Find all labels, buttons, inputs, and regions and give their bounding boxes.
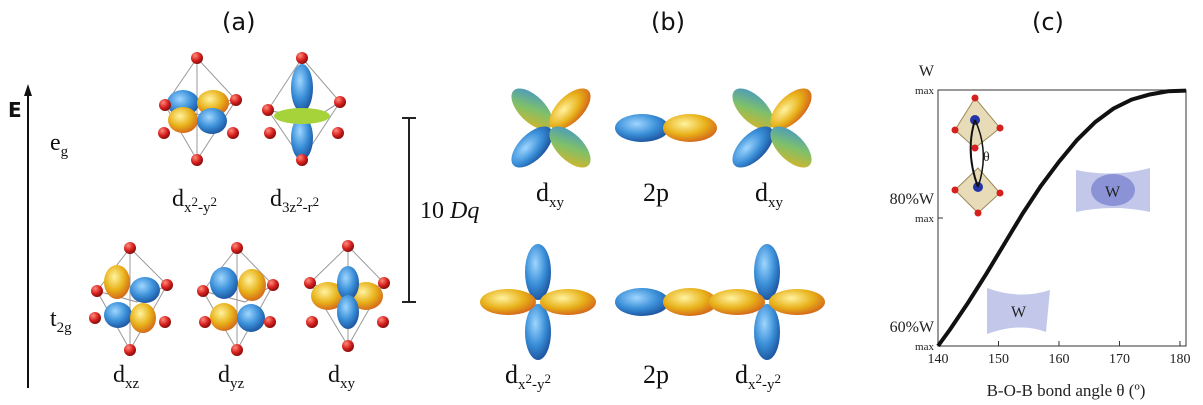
label-b-2p-bottom: 2p bbox=[643, 360, 669, 389]
x-tick-label: 170 bbox=[1109, 352, 1130, 367]
label-dxy: dxy bbox=[328, 362, 355, 392]
y-tick-label: 60%W bbox=[890, 319, 935, 336]
panel-a-letter: (a) bbox=[222, 8, 256, 36]
label-b-dxy-left: dxy bbox=[536, 178, 564, 212]
y-tick-sublabel: max bbox=[915, 341, 934, 353]
w-badge-upper-label: W bbox=[1105, 184, 1121, 201]
panel-b-letter: (b) bbox=[651, 8, 685, 36]
y-tick-label: W bbox=[919, 63, 935, 80]
label-b-2p-top: 2p bbox=[643, 178, 669, 207]
w-badge-lower bbox=[987, 288, 1050, 334]
energy-axis bbox=[24, 84, 32, 388]
label-dyz: dyz bbox=[218, 362, 245, 392]
orbital-dxy-right bbox=[732, 88, 812, 168]
x-tick-label: 140 bbox=[928, 352, 949, 367]
x-tick-label: 150 bbox=[988, 352, 1009, 367]
y-tick-sublabel: max bbox=[915, 85, 934, 97]
bandwidth-curve bbox=[936, 88, 1187, 348]
eg-label: eg bbox=[50, 130, 69, 160]
inset-octahedra bbox=[951, 94, 1004, 217]
y-tick-sublabel: max bbox=[915, 213, 934, 225]
inset-angle-label: θ bbox=[983, 150, 990, 165]
octahedron-dyz bbox=[197, 242, 279, 356]
x-tick-label: 180 bbox=[1169, 352, 1190, 367]
gap-label: 10 Dq bbox=[420, 198, 480, 224]
t2g-label: t2g bbox=[50, 306, 72, 336]
x-tick-label: 160 bbox=[1048, 352, 1069, 367]
energy-axis-label: E bbox=[8, 98, 22, 122]
orbital-dx2y2-right bbox=[709, 244, 825, 360]
label-b-dx2y2-right: dx2-y2 bbox=[735, 360, 781, 394]
octahedron-dx2y2 bbox=[158, 52, 242, 166]
octahedron-d3z2r2 bbox=[262, 52, 346, 166]
octahedron-dxy bbox=[304, 240, 390, 352]
y-tick-label: 80%W bbox=[890, 191, 935, 208]
orbital-dx2y2-left bbox=[480, 244, 596, 360]
panel-c-letter: (c) bbox=[1032, 8, 1064, 36]
label-d3z2r2: d3z2-r2 bbox=[270, 186, 320, 216]
orbital-2p-top bbox=[615, 114, 717, 142]
label-dx2y2: dx2-y2 bbox=[172, 186, 217, 216]
orbital-2p-bottom bbox=[615, 288, 717, 316]
w-badge-upper bbox=[1076, 168, 1150, 212]
w-badge-lower-label: W bbox=[1011, 304, 1027, 321]
orbital-dxy-left bbox=[511, 88, 591, 168]
label-b-dxy-right: dxy bbox=[755, 178, 783, 212]
label-dxz: dxz bbox=[113, 362, 140, 392]
gap-bracket bbox=[402, 117, 416, 303]
x-ticks: 140 150 160 170 180 bbox=[928, 341, 1190, 367]
octahedron-dxz bbox=[89, 242, 173, 356]
x-axis-label: B-O-B bond angle θ (º) bbox=[987, 381, 1146, 400]
label-b-dx2y2-left: dx2-y2 bbox=[505, 360, 551, 394]
